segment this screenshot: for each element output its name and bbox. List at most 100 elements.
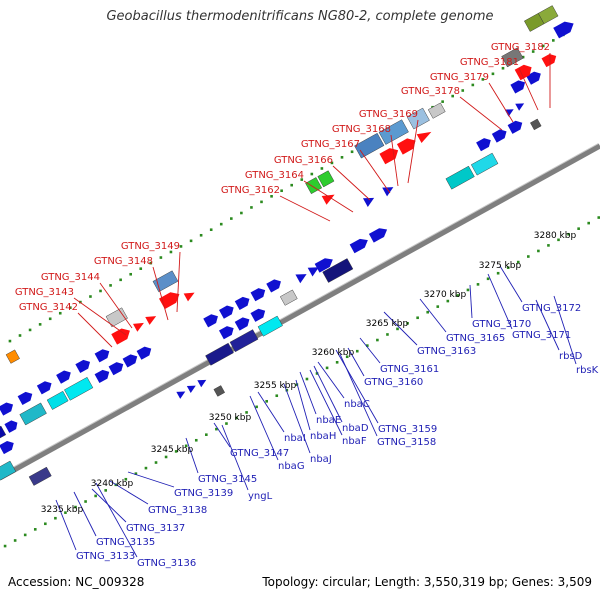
tick-dot [541,44,545,48]
tick-dot [527,255,530,258]
lower-gene-label: GTNG_3163 [417,346,476,357]
gene-arrow [0,402,14,416]
upper-gene-label: GTNG_3167 [301,139,360,150]
tick-dot [486,277,490,281]
gene-box [538,5,559,25]
gene-box [0,460,17,481]
leader-line [257,391,285,433]
gene-feature [0,460,17,481]
upper-gene-label: GTNG_3168 [332,124,391,135]
kbp-label: 3280 kbp [534,231,577,241]
tick-dot [597,216,600,219]
tick-dot [325,366,329,370]
tick-dot [491,72,495,76]
gene-feature [183,292,195,302]
gene-feature [205,342,234,366]
gene-triangle [183,292,195,302]
gene-triangle [197,379,207,388]
leader-line [390,134,399,187]
tick-dot [3,544,7,548]
lower-gene-label: GTNG_3165 [446,333,505,344]
gene-feature [307,267,319,277]
tick-dot [104,489,108,492]
gene-feature [368,228,388,243]
gene-arrow [368,228,388,243]
gene-feature [257,315,283,337]
tick-dot [99,289,102,293]
gene-feature [396,138,416,155]
tick-dot [441,100,444,103]
gene-arrow [75,359,91,374]
upper-gene-label: GTNG_3182 [491,42,550,53]
tick-dot [355,349,359,353]
tick-dot [531,50,535,53]
gene-feature [19,402,47,426]
gene-arrow [218,326,234,340]
gene-arrow [111,328,130,345]
tick-dot [124,477,128,481]
gene-box [46,390,69,410]
gene-arrow [476,138,491,152]
leader-line [419,298,447,333]
tick-dot [446,299,450,303]
gene-arrow [349,238,368,254]
lower-gene-label: GTNG_3145 [198,474,257,485]
tick-dot [174,450,178,453]
tick-dot [396,327,399,331]
gene-box [5,349,20,364]
gene-feature [122,354,138,368]
gene-feature [314,258,333,273]
gene-feature [94,369,110,383]
tick-dot [320,167,324,170]
upper-gene-label: GTNG_3181 [460,57,519,68]
lower-gene-label: nbaF [342,436,367,447]
gene-box [427,102,446,119]
upper-gene-label: GTNG_3179 [430,72,489,83]
upper-gene-label: GTNG_3164 [245,170,304,181]
accession-text: Accession: NC_009328 [8,575,145,589]
gene-arrow [510,80,526,94]
gene-feature [17,391,33,405]
gene-arrow [17,391,33,405]
tick-dot [496,271,500,275]
lower-gene-label: nbaI [284,433,306,444]
gene-triangle [504,109,514,117]
kbp-label: 3250 kbp [209,413,252,423]
tick-dot [552,39,555,42]
gene-feature [279,289,298,306]
tick-dot [169,250,173,254]
leader-line [249,395,279,461]
gene-feature [266,279,281,293]
gene-arrow [379,148,399,165]
tick-dot [451,94,454,98]
lower-gene-label: nbaJ [310,454,332,465]
lower-gene-label: GTNG_3159 [378,424,437,435]
lower-gene-label: yngL [248,491,273,502]
tick-dot [64,511,67,514]
tick-dot [215,427,218,431]
gene-arrow [234,296,250,310]
gene-feature [0,425,7,443]
tick-dot [139,267,143,270]
gene-feature [197,379,207,388]
gene-feature [234,317,250,331]
gene-feature [219,305,234,319]
kbp-label: 3265 kbp [366,319,409,329]
leader-line [279,195,331,222]
gene-feature [5,349,20,364]
lower-gene-labels: GTNG_3133 GTNG_3135 GTNG_3136 GTNG_3137 GTNG… [76,303,599,569]
tick-dot [567,232,570,236]
lower-gene-label: GTNG_3136 [137,558,196,569]
tick-dot [23,533,27,537]
gene-box [279,289,298,306]
tick-dot [516,260,520,264]
lower-gene-label: GTNG_3133 [76,551,135,562]
gene-feature [145,316,157,325]
gene-arrow [94,369,110,383]
gene-arrow [266,279,281,293]
tick-dot [406,322,409,325]
leader-line [99,282,133,329]
lower-gene-label: GTNG_3138 [148,505,207,516]
gene-feature [470,152,499,176]
tick-dot [109,284,112,287]
